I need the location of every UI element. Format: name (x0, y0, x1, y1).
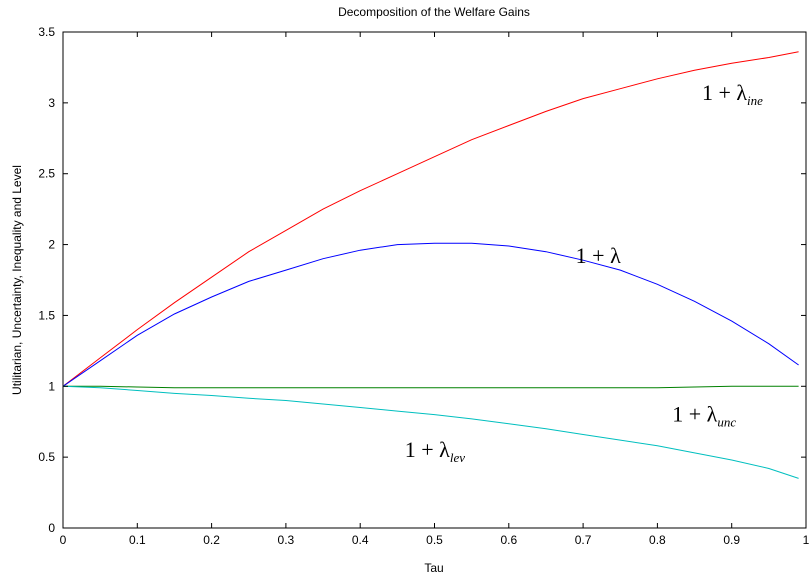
x-tick-label: 0.9 (723, 533, 740, 547)
ticks-layer: 0 0.1 0.2 0.3 0.4 0.5 0.6 0.7 0.8 0.9 1 0 0.5 1 1.5 2 2.… (38, 25, 809, 547)
x-tick-label: 0.7 (575, 533, 592, 547)
y-tick-label: 0.5 (38, 450, 55, 464)
annotations-layer: 1 + λine 1 + λ 1 + λunc 1 + λlev (405, 80, 763, 465)
x-tick-label: 0 (60, 533, 67, 547)
x-tick-label: 0.3 (278, 533, 295, 547)
x-tick-label: 0.1 (129, 533, 146, 547)
y-axis-label: Utilitarian, Uncertainty, Inequality and… (10, 165, 24, 395)
series-line-2 (63, 385, 799, 389)
y-tick-label: 1 (48, 379, 55, 393)
curve-annotation-0: 1 + λine (702, 80, 763, 108)
chart-title: Decomposition of the Welfare Gains (338, 5, 530, 19)
x-tick-label: 0.5 (426, 533, 443, 547)
y-tick-label: 0 (48, 521, 55, 535)
x-tick-label: 0.8 (649, 533, 666, 547)
x-tick-label: 0.6 (500, 533, 517, 547)
y-tick-label: 2.5 (38, 167, 55, 181)
curve-annotation-2: 1 + λunc (672, 402, 736, 430)
series-line-1 (62, 242, 799, 387)
curve-annotation-3: 1 + λlev (405, 437, 465, 465)
x-tick-label: 0.4 (352, 533, 369, 547)
series-line-3 (62, 385, 799, 479)
series-line-0 (62, 51, 799, 387)
x-tick-label: 0.2 (203, 533, 220, 547)
curve-annotation-1: 1 + λ (576, 243, 621, 268)
y-tick-label: 3.5 (38, 25, 55, 39)
series-layer (62, 51, 799, 479)
y-tick-label: 3 (48, 96, 55, 110)
x-tick-label: 1 (803, 533, 810, 547)
x-axis-label: Tau (424, 561, 443, 575)
y-tick-label: 1.5 (38, 308, 55, 322)
plot-area (62, 31, 807, 529)
y-tick-label: 2 (48, 238, 55, 252)
